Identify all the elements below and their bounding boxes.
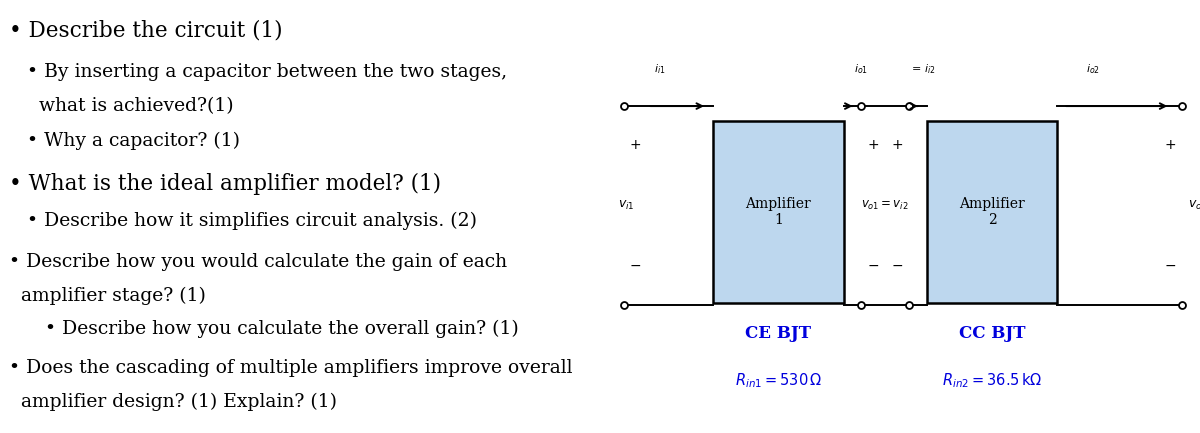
Text: • Describe how you would calculate the gain of each: • Describe how you would calculate the g… xyxy=(10,253,508,271)
Text: −: − xyxy=(892,259,904,273)
Text: +: + xyxy=(868,138,878,152)
Text: +: + xyxy=(630,138,641,152)
Text: • Describe how it simplifies circuit analysis. (2): • Describe how it simplifies circuit ana… xyxy=(10,212,478,230)
Text: • By inserting a capacitor between the two stages,: • By inserting a capacitor between the t… xyxy=(10,63,508,81)
Text: • Describe how you calculate the overall gain? (1): • Describe how you calculate the overall… xyxy=(10,320,518,338)
Text: • Why a capacitor? (1): • Why a capacitor? (1) xyxy=(10,132,240,150)
Text: what is achieved?(1): what is achieved?(1) xyxy=(10,97,234,116)
Text: +: + xyxy=(1165,138,1176,152)
Text: +: + xyxy=(892,138,904,152)
Bar xyxy=(713,121,844,303)
Text: −: − xyxy=(868,259,878,273)
Text: $A_{voc2} = 0.99$: $A_{voc2} = 0.99$ xyxy=(948,432,1036,433)
Text: • Does the cascading of multiple amplifiers improve overall: • Does the cascading of multiple amplifi… xyxy=(10,359,572,378)
Text: amplifier stage? (1): amplifier stage? (1) xyxy=(10,287,206,305)
Text: Amplifier
2: Amplifier 2 xyxy=(959,197,1025,227)
Text: $i_{o1}$: $i_{o1}$ xyxy=(854,62,869,76)
Text: Amplifier
1: Amplifier 1 xyxy=(745,197,811,227)
Text: −: − xyxy=(1165,259,1176,273)
Text: amplifier design? (1) Explain? (1): amplifier design? (1) Explain? (1) xyxy=(10,393,337,411)
Text: $A_{voc1} = -160$: $A_{voc1} = -160$ xyxy=(728,432,828,433)
Text: $i_{i1}$: $i_{i1}$ xyxy=(654,62,665,76)
Text: $v_{o2}$: $v_{o2}$ xyxy=(1188,199,1200,212)
Text: • Describe the circuit (1): • Describe the circuit (1) xyxy=(10,19,283,42)
Text: $R_{in1} = 530\,\Omega$: $R_{in1} = 530\,\Omega$ xyxy=(734,372,822,391)
Text: CC BJT: CC BJT xyxy=(959,325,1025,342)
Text: $= \, i_{i2}$: $= \, i_{i2}$ xyxy=(908,62,936,76)
Text: • What is the ideal amplifier model? (1): • What is the ideal amplifier model? (1) xyxy=(10,173,442,195)
Text: $R_{in2} = 36.5\,\mathrm{k}\Omega$: $R_{in2} = 36.5\,\mathrm{k}\Omega$ xyxy=(942,372,1043,391)
Text: CE BJT: CE BJT xyxy=(745,325,811,342)
Text: −: − xyxy=(630,259,641,273)
Text: $i_{o2}$: $i_{o2}$ xyxy=(1086,62,1100,76)
Text: $v_{o1} = v_{i2}$: $v_{o1} = v_{i2}$ xyxy=(862,199,910,212)
Text: $v_{i1}$: $v_{i1}$ xyxy=(618,199,635,212)
Bar xyxy=(926,121,1057,303)
